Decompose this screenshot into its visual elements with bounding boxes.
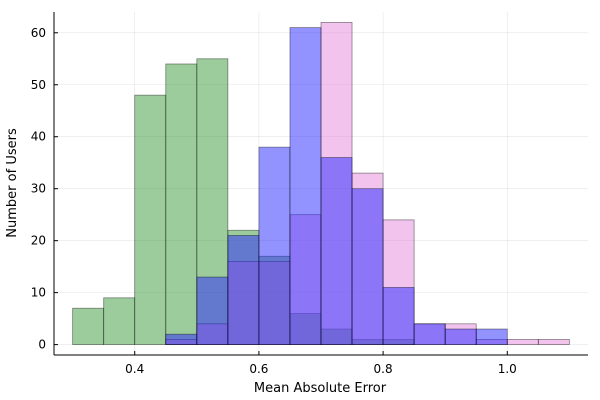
x-axis-title: Mean Absolute Error bbox=[254, 381, 387, 396]
histogram-bar bbox=[351, 188, 384, 346]
histogram-bar bbox=[382, 287, 415, 346]
y-tick-label: 0 bbox=[38, 338, 46, 352]
histogram-bar bbox=[103, 297, 136, 346]
y-axis-title: Number of Users bbox=[5, 128, 20, 238]
y-tick-label: 30 bbox=[31, 182, 46, 196]
y-tick-label: 60 bbox=[31, 26, 46, 40]
histogram-bar bbox=[320, 157, 353, 346]
histogram-bar bbox=[258, 146, 291, 346]
y-tick-label: 20 bbox=[31, 234, 46, 248]
histogram-bar bbox=[444, 328, 477, 346]
y-axis-ticks: 0 10 20 30 40 50 60 bbox=[31, 26, 58, 352]
y-tick-label: 50 bbox=[31, 78, 46, 92]
histogram-bars bbox=[72, 21, 570, 346]
y-tick-label: 10 bbox=[31, 286, 46, 300]
x-axis-ticks: 0.4 0.6 0.8 1.0 bbox=[125, 351, 517, 376]
histogram-bar bbox=[196, 276, 229, 346]
histogram-bar bbox=[537, 339, 570, 346]
histogram-bar bbox=[165, 333, 198, 346]
x-tick-label: 0.6 bbox=[249, 362, 268, 376]
histogram-bar bbox=[72, 307, 105, 346]
axes bbox=[53, 12, 588, 356]
histogram-bar bbox=[289, 27, 322, 346]
histogram-bar bbox=[134, 94, 167, 346]
histogram-bar bbox=[413, 323, 446, 346]
histogram-bar bbox=[475, 328, 508, 346]
histogram-bar bbox=[506, 339, 539, 346]
histogram-bar bbox=[227, 235, 260, 346]
y-tick-label: 40 bbox=[31, 130, 46, 144]
histogram-bar bbox=[165, 63, 198, 346]
x-tick-label: 0.8 bbox=[374, 362, 393, 376]
x-tick-label: 1.0 bbox=[498, 362, 517, 376]
x-tick-label: 0.4 bbox=[125, 362, 144, 376]
